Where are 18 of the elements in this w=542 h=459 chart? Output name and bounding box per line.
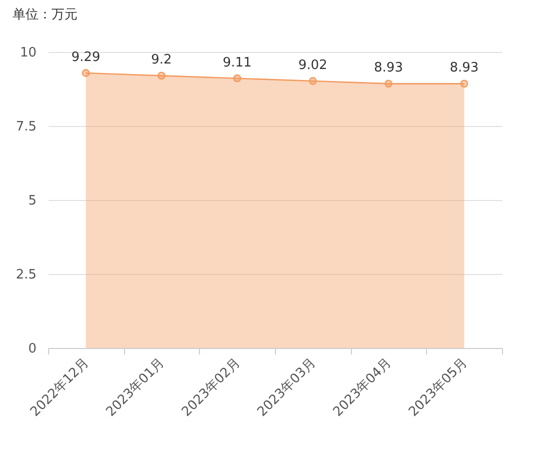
point [233, 74, 242, 82]
y-tick-label: 2.5 [16, 268, 36, 282]
y-tick-label: 0 [28, 342, 36, 356]
point [384, 80, 392, 88]
point [308, 77, 317, 85]
data-label: 8.93 [450, 60, 479, 76]
data-label: 9.2 [151, 52, 172, 68]
point [82, 69, 90, 77]
y-axis-title: 单位：万元 [12, 8, 78, 22]
data-label: 8.93 [374, 60, 403, 76]
data-label: 9.02 [298, 58, 328, 74]
data-label: 9.11 [222, 55, 252, 70]
y-tick-label: 7.5 [16, 120, 36, 134]
y-tick-label: 10 [20, 46, 36, 60]
point [158, 72, 166, 80]
data-label: 9.29 [71, 50, 100, 66]
point [460, 80, 468, 88]
y-tick-label: 5 [28, 194, 36, 208]
